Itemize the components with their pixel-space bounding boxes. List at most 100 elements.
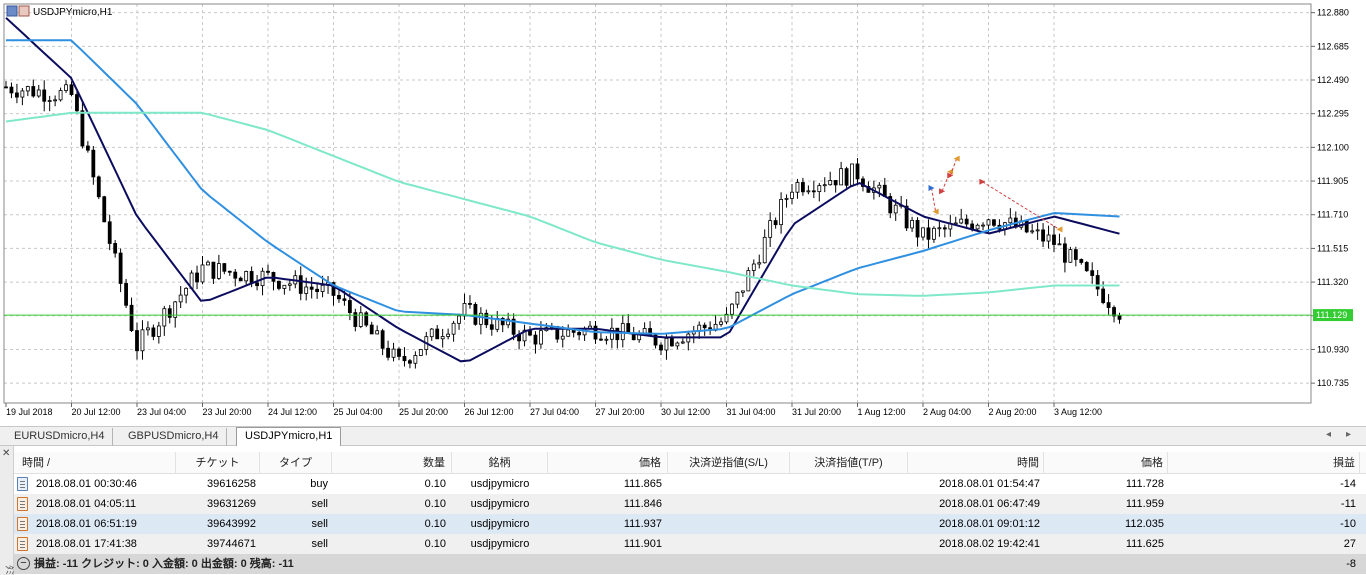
price-axis: 112.880 112.685 112.490 112.295 112.100 111.9… [1311,8,1349,388]
window-icon[interactable] [6,5,18,17]
time-label: 2 Aug 20:00 [989,407,1037,417]
col-sl[interactable]: 決済逆指値(S/L) [668,452,790,473]
col-price[interactable]: 価格 [548,452,668,473]
candle-body [451,322,456,335]
candle-body [391,348,396,358]
trade-exit-marker [1056,226,1063,233]
table-row[interactable]: 2018.08.01 17:41:38 39744671 sell 0.10 u… [14,534,1366,554]
col-close-time[interactable]: 時間 [908,452,1044,473]
candle-body [140,329,145,352]
candle-body [206,261,210,266]
trade-exit-marker [953,155,960,162]
col-close-price[interactable]: 価格 [1044,452,1168,473]
cell-time: 2018.08.01 17:41:38 [36,538,137,550]
table-row[interactable]: 2018.08.01 06:51:19 39643992 sell 0.10 u… [14,514,1366,534]
tab-usdjpy[interactable]: USDJPYmicro,H1 [236,427,342,447]
col-type[interactable]: タイプ [260,452,332,473]
time-label: 23 Jul 04:00 [137,407,186,417]
candle-body [429,328,434,338]
price-label: 110.930 [1317,344,1349,354]
cell-type: sell [311,518,328,530]
candle-body [828,180,833,186]
candle-body [91,149,96,178]
candle-body [680,341,685,344]
ma-fast-line [5,17,1120,363]
col-time[interactable]: 時間 / [14,452,176,473]
candle-body [719,321,723,325]
candle-body [304,286,309,294]
cell-sl [668,514,786,534]
candle-body [47,100,52,102]
chart-grid [4,4,1311,403]
cell-type: buy [310,478,328,490]
time-label: 19 Jul 2018 [6,407,53,417]
candle-body [604,338,609,341]
candle-body [1057,243,1062,246]
candle-body [850,163,854,186]
candle-body [506,318,511,326]
candle-body [511,318,516,335]
price-chart[interactable]: 112.880 112.685 112.490 112.295 112.100 111.9… [0,0,1366,426]
chart-tab-bar: EURUSDmicro,H4 GBPUSDmicro,H4 USDJPYmicr… [0,426,1366,447]
candle-body [817,185,822,193]
candle-body [533,334,538,345]
candle-body [162,308,167,327]
scroll-right-icon[interactable]: ▸ [1346,429,1352,440]
candle-body [915,219,920,238]
candle-body [337,295,341,300]
cell-close-price: 111.728 [1125,478,1164,490]
candle-body [96,176,101,198]
candle-body [331,282,336,296]
candle-body [1106,302,1111,308]
cell-close-time: 2018.08.01 06:47:49 [939,498,1040,510]
cell-profit: -11 [1340,498,1356,510]
col-symbol[interactable]: 銘柄 [452,452,548,473]
cell-symbol: usdjpymicro [470,498,530,510]
col-volume[interactable]: 数量 [332,452,452,473]
cell-volume: 0.10 [424,518,446,530]
price-label: 111.515 [1317,243,1348,253]
candle-body [1008,217,1013,224]
collapse-icon[interactable]: − [17,557,30,570]
chart-window-icons[interactable] [6,5,30,17]
candle-body [822,184,827,187]
time-label: 20 Jul 12:00 [72,407,121,417]
col-ticket[interactable]: チケット [176,452,260,473]
candle-body [266,270,270,273]
trade-entry-marker [939,188,946,195]
table-row[interactable]: 2018.08.01 04:05:11 39631269 sell 0.10 u… [14,494,1366,514]
candle-body [981,224,985,227]
candle-body [921,227,925,238]
scroll-left-icon[interactable]: ◂ [1326,429,1332,440]
candle-body [473,303,478,325]
col-tp[interactable]: 決済指値(T/P) [790,452,908,473]
candle-body [287,283,292,286]
summary-profit: -8 [1346,558,1356,570]
candle-body [9,86,14,94]
moving-averages [5,17,1120,363]
candle-body [653,334,658,346]
cell-price: 111.865 [623,478,662,490]
summary-text: 損益: -11 クレジット: 0 入金額: 0 出金額: 0 残高: -11 [34,558,294,570]
col-profit[interactable]: 損益 [1168,452,1360,473]
window-icon-secondary[interactable] [18,5,30,17]
candle-body [910,219,914,229]
candle-body [69,84,74,95]
table-header: 時間 / チケット タイプ 数量 銘柄 価格 決済逆指値(S/L) 決済指値(T… [14,452,1366,474]
candle-body [986,219,991,226]
candle-body [877,184,882,189]
tab-gbpusd[interactable]: GBPUSDmicro,H4 [120,428,228,446]
candle-body [135,330,139,352]
tab-eurusd[interactable]: EURUSDmicro,H4 [6,428,114,446]
candle-body [118,252,123,284]
candle-body [1030,230,1035,233]
candle-body [25,86,30,92]
table-row[interactable]: 2018.08.01 00:30:46 39616258 buy 0.10 us… [14,474,1366,494]
candle-body [702,324,707,329]
candle-body [375,330,380,335]
cell-ticket: 39744671 [207,538,256,550]
chart-canvas[interactable]: 112.880 112.685 112.490 112.295 112.100 111.9… [0,0,1366,426]
trade-entry-marker [979,178,986,185]
close-icon[interactable]: ✕ [2,448,11,459]
candle-body [75,94,79,112]
